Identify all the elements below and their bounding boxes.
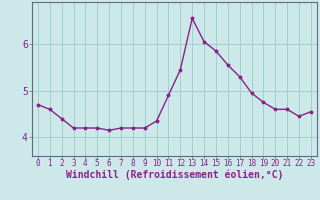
X-axis label: Windchill (Refroidissement éolien,°C): Windchill (Refroidissement éolien,°C) [66,169,283,180]
